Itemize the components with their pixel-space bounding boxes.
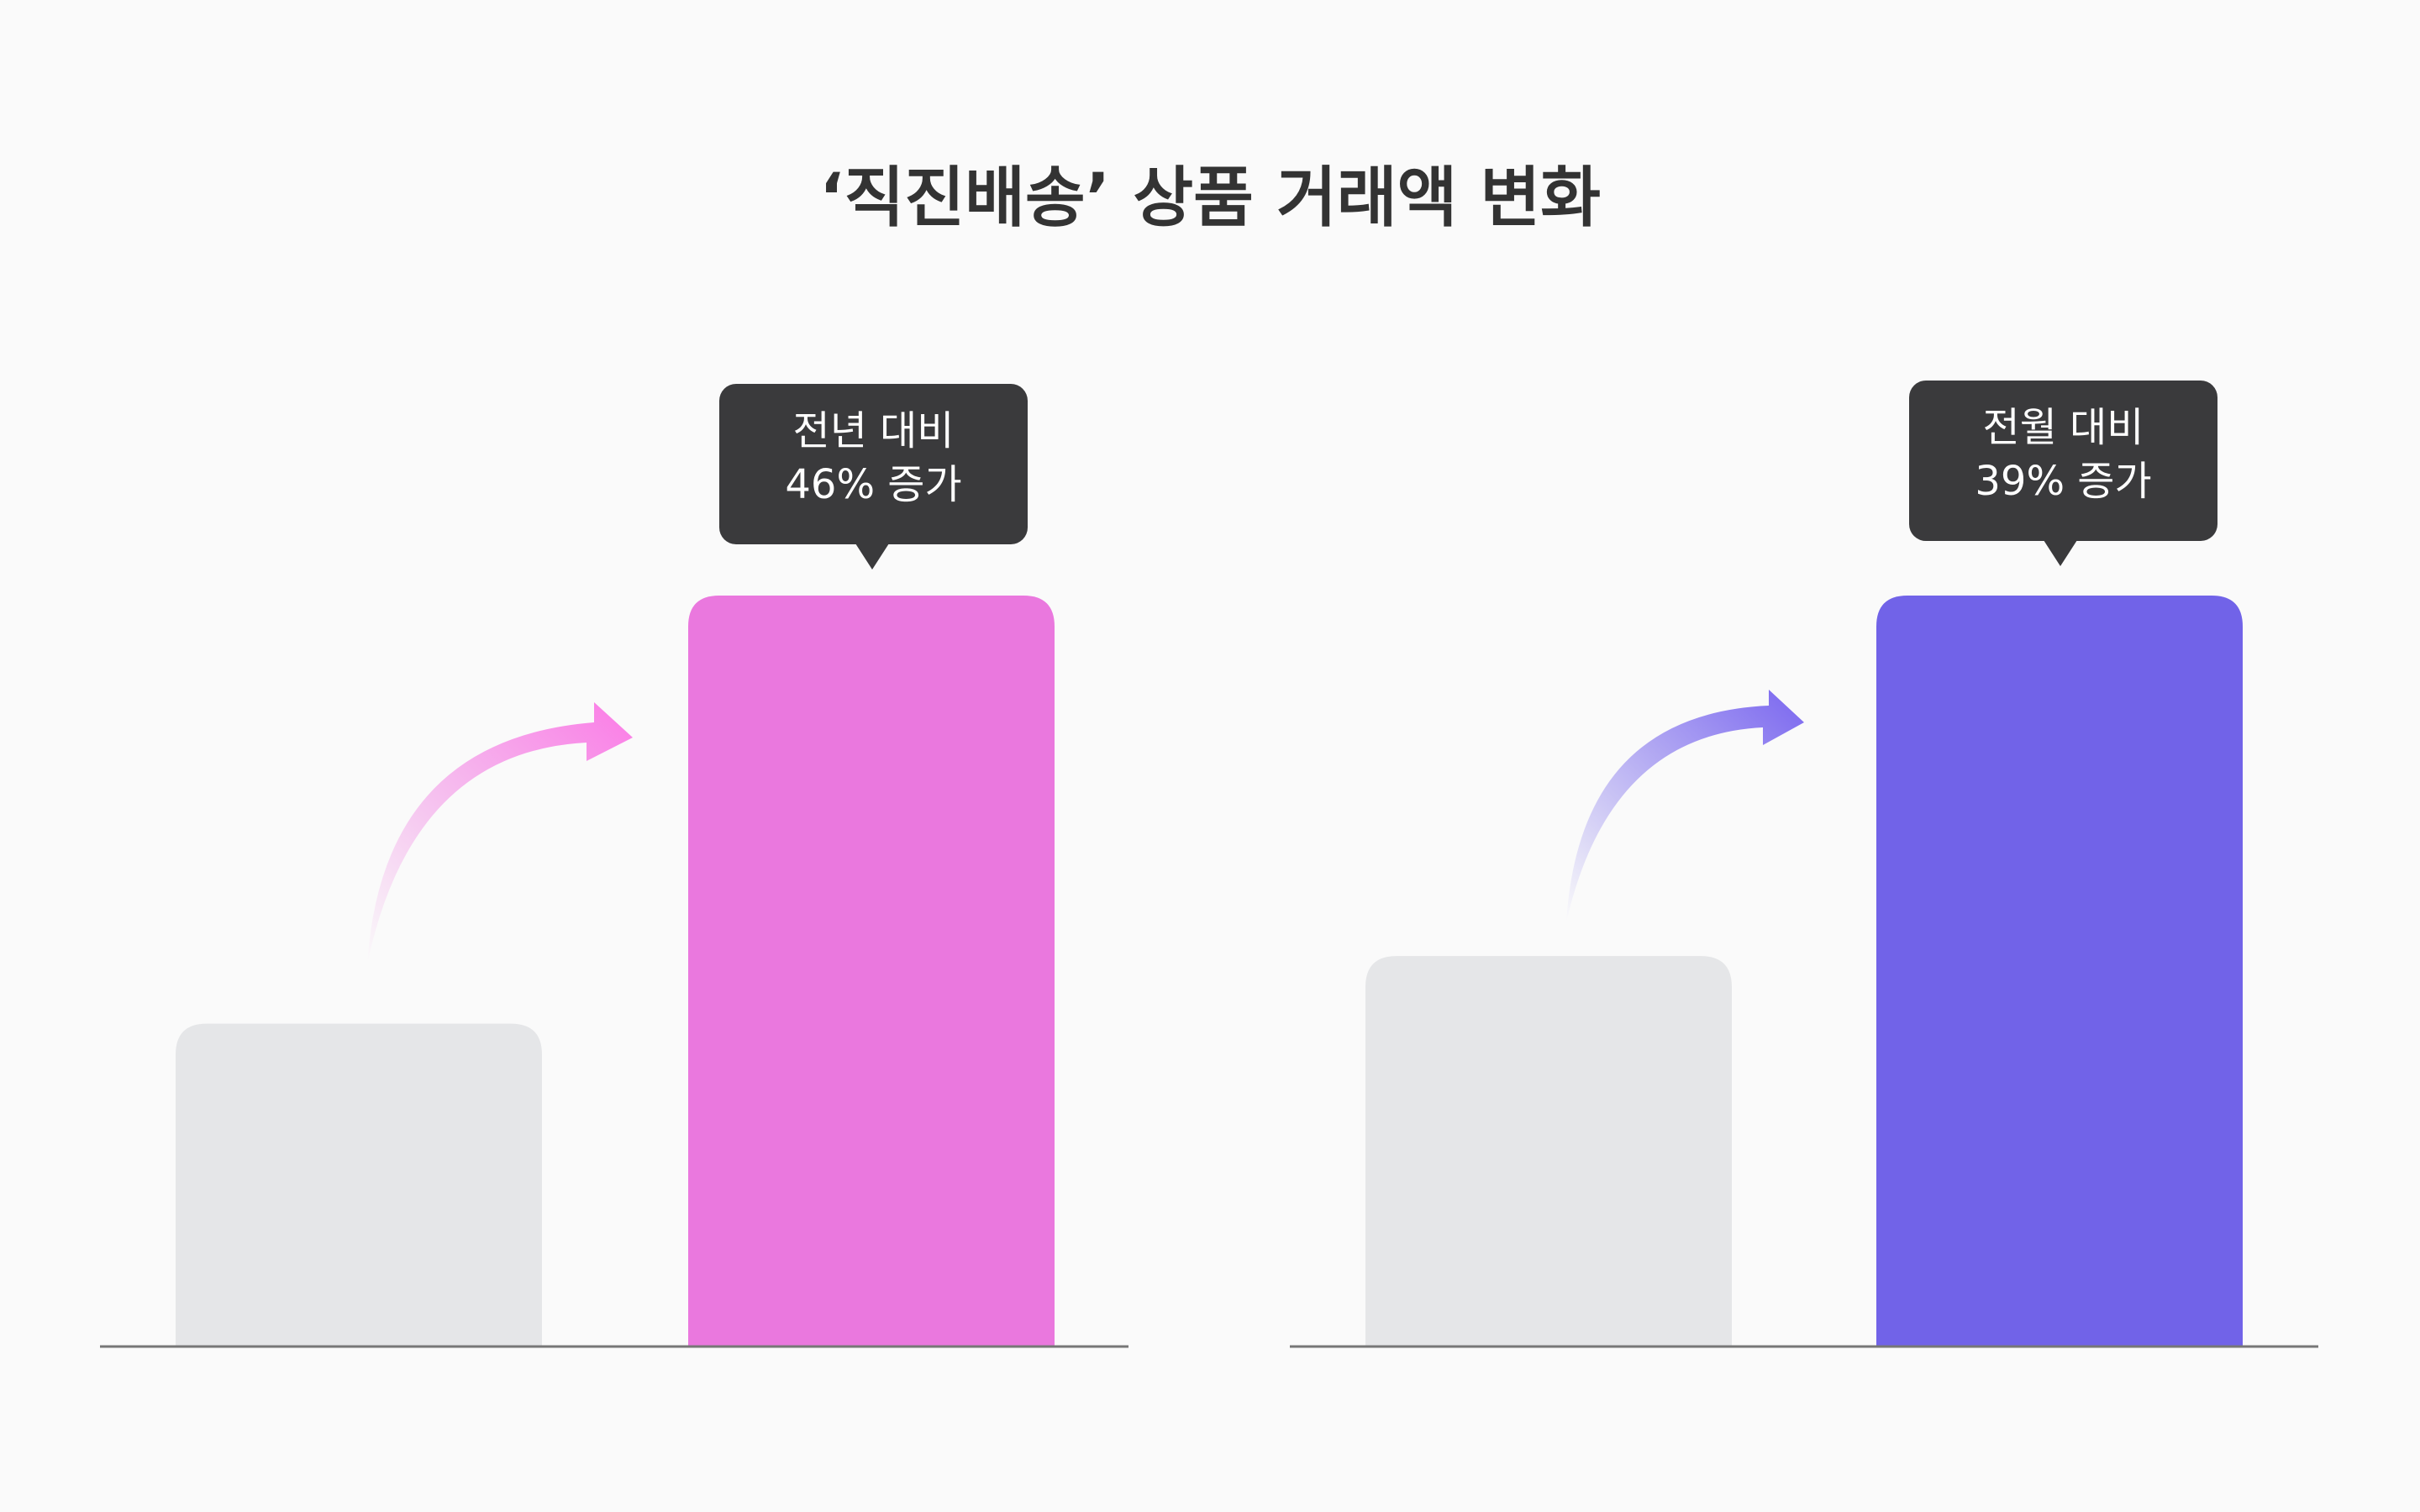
arrow <box>1566 690 1804 922</box>
annotation: 39% 증가 <box>1975 458 2151 505</box>
bar <box>1876 596 2243 1347</box>
bar <box>1365 956 1732 1347</box>
bar <box>688 596 1055 1347</box>
bar <box>176 1023 542 1347</box>
tooltip-box <box>1909 381 2217 541</box>
title: ‘직진배송’ 상품 거래액 변화 <box>819 160 1601 236</box>
annotation: 전월 대비 <box>1983 404 2144 451</box>
tooltip-box <box>719 384 1028 544</box>
tooltip-pointer <box>2044 540 2077 566</box>
arrow <box>367 702 633 964</box>
tooltip-pointer <box>855 543 889 570</box>
annotation: 전년 대비 <box>793 407 955 454</box>
annotation: 46% 증가 <box>785 461 961 508</box>
